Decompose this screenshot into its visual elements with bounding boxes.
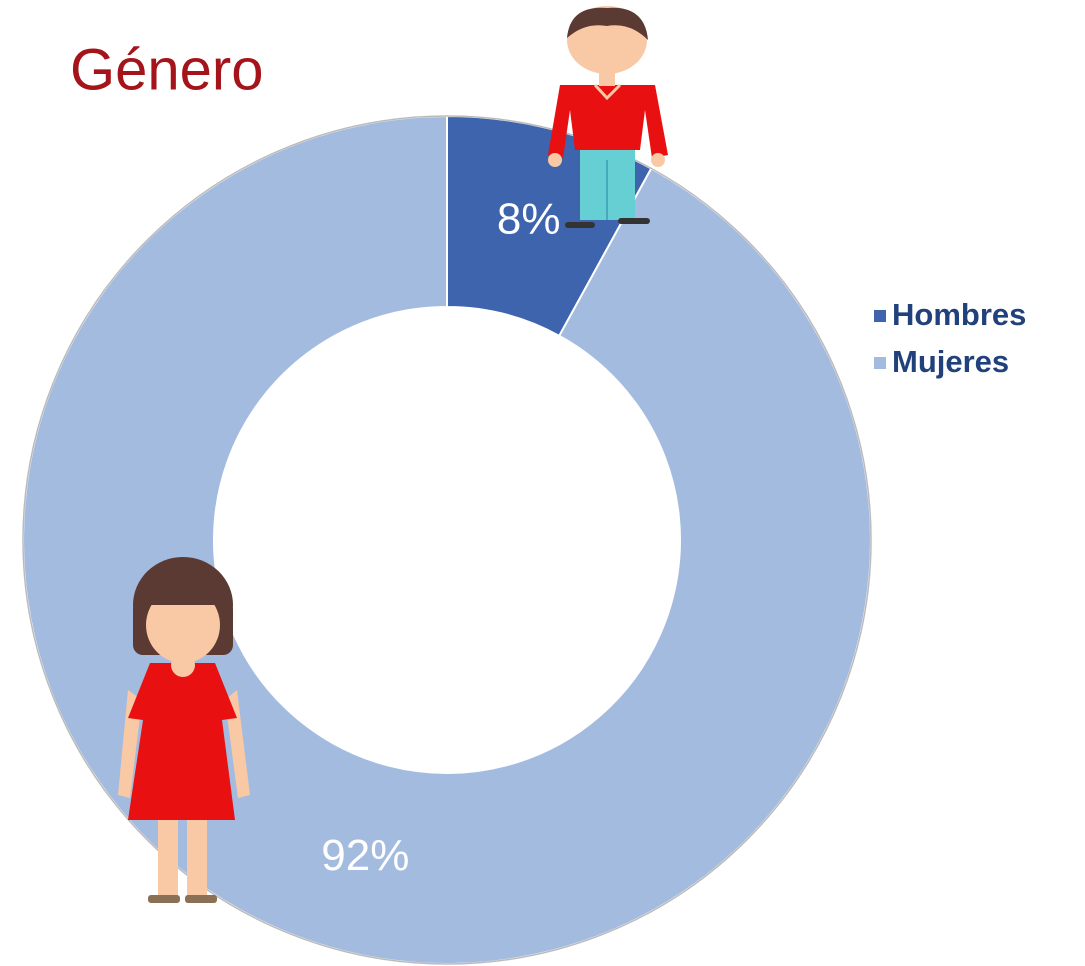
donut-outline [22,115,872,965]
legend-label: Mujeres [892,344,1009,379]
value-label: 8% [497,194,561,243]
plot: 8% 92% [22,114,872,965]
chart-title: Género [70,37,263,102]
legend-swatch [874,357,886,369]
legend-label: Hombres [892,297,1026,332]
man-icon [548,6,668,228]
legend-swatch [874,310,886,322]
donut-segment [22,114,872,965]
value-label: 92% [321,831,409,880]
woman-icon [118,557,250,903]
